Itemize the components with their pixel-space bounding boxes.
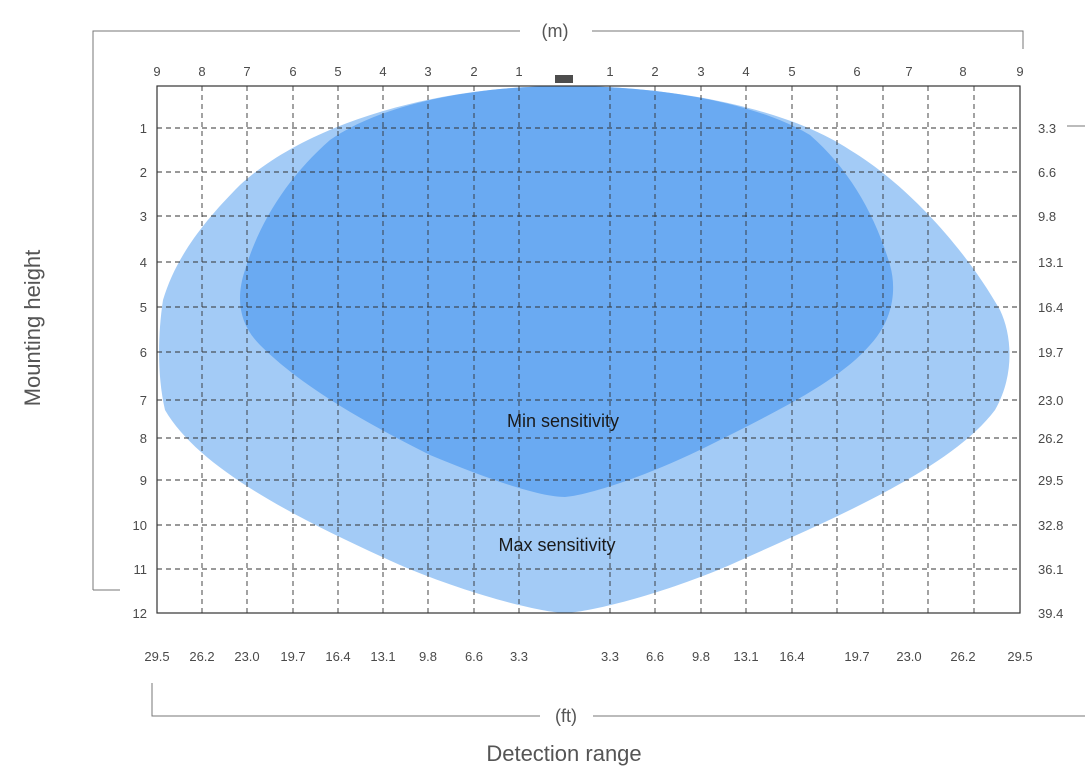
- bottom-tick-label: 19.7: [280, 649, 305, 664]
- top-tick-label: 1: [515, 64, 522, 79]
- top-tick-label: 4: [379, 64, 386, 79]
- left-tick-label: 1: [140, 121, 147, 136]
- bottom-tick-label: 6.6: [465, 649, 483, 664]
- left-tick-label: 10: [133, 518, 147, 533]
- right-tick-label: 19.7: [1038, 345, 1063, 360]
- max-sensitivity-label: Max sensitivity: [498, 535, 615, 555]
- vertical-axis-title: Mounting height: [20, 250, 45, 407]
- right-tick-label: 6.6: [1038, 165, 1056, 180]
- bottom-tick-label: 26.2: [189, 649, 214, 664]
- top-tick-label: 6: [853, 64, 860, 79]
- top-tick-label: 6: [289, 64, 296, 79]
- min-sensitivity-label: Min sensitivity: [507, 411, 619, 431]
- right-tick-label: 3.3: [1038, 121, 1056, 136]
- right-tick-label: 39.4: [1038, 606, 1063, 621]
- right-tick-label: 36.1: [1038, 562, 1063, 577]
- bottom-tick-label: 9.8: [419, 649, 437, 664]
- top-tick-label: 7: [243, 64, 250, 79]
- top-tick-label: 4: [742, 64, 749, 79]
- meter-unit-label: (m): [542, 21, 569, 41]
- right-tick-label: 9.8: [1038, 209, 1056, 224]
- bottom-tick-label: 16.4: [325, 649, 350, 664]
- left-tick-label: 11: [134, 562, 148, 577]
- top-tick-label: 2: [651, 64, 658, 79]
- bottom-tick-label: 3.3: [601, 649, 619, 664]
- bottom-tick-label: 13.1: [733, 649, 758, 664]
- top-tick-label: 7: [905, 64, 912, 79]
- left-tick-label: 3: [140, 209, 147, 224]
- bottom-tick-label: 13.1: [370, 649, 395, 664]
- feet-unit-label: (ft): [555, 706, 577, 726]
- left-tick-label: 12: [133, 606, 147, 621]
- top-tick-label: 3: [424, 64, 431, 79]
- left-tick-label: 2: [140, 165, 147, 180]
- right-tick-label: 23.0: [1038, 393, 1063, 408]
- min-sensitivity-zone: [240, 86, 894, 497]
- left-tick-label: 9: [140, 473, 147, 488]
- top-tick-label: 2: [470, 64, 477, 79]
- bottom-tick-label: 3.3: [510, 649, 528, 664]
- bottom-tick-label: 23.0: [896, 649, 921, 664]
- top-tick-label: 8: [198, 64, 205, 79]
- top-tick-label: 5: [334, 64, 341, 79]
- bottom-tick-label: 23.0: [234, 649, 259, 664]
- right-tick-label: 16.4: [1038, 300, 1063, 315]
- right-tick-label: 13.1: [1038, 255, 1063, 270]
- grid-lines: [157, 86, 1020, 613]
- left-tick-label: 5: [140, 300, 147, 315]
- top-tick-label: 9: [153, 64, 160, 79]
- feet-bracket-left: [151, 683, 540, 717]
- tick-labels: 9 8 7 6 5 4 3 2 1 1 2 3 4 5 6 7 8 929.5 26.2 23.0 19.7 16.4 13…: [133, 64, 1064, 664]
- bottom-tick-label: 16.4: [779, 649, 804, 664]
- top-tick-label: 5: [788, 64, 795, 79]
- bottom-tick-label: 6.6: [646, 649, 664, 664]
- bottom-tick-label: 29.5: [144, 649, 169, 664]
- horizontal-axis-title: Detection range: [486, 741, 641, 766]
- plot-frame: [156, 85, 1021, 614]
- bottom-tick-label: 26.2: [950, 649, 975, 664]
- left-tick-label: 7: [140, 393, 147, 408]
- bottom-tick-label: 9.8: [692, 649, 710, 664]
- left-tick-label: 8: [140, 431, 147, 446]
- right-tick-label: 29.5: [1038, 473, 1063, 488]
- top-tick-label: 1: [606, 64, 613, 79]
- right-tick-label: 26.2: [1038, 431, 1063, 446]
- meter-bracket-left: [92, 30, 520, 590]
- top-tick-label: 8: [959, 64, 966, 79]
- sensor-marker: [555, 75, 573, 83]
- right-tick-label: 32.8: [1038, 518, 1063, 533]
- top-tick-label: 3: [697, 64, 704, 79]
- top-tick-label: 9: [1016, 64, 1023, 79]
- meter-bracket-right: [592, 30, 1024, 49]
- left-tick-label: 6: [140, 345, 147, 360]
- left-tick-label: 4: [140, 255, 147, 270]
- bottom-tick-label: 29.5: [1007, 649, 1032, 664]
- bottom-tick-label: 19.7: [844, 649, 869, 664]
